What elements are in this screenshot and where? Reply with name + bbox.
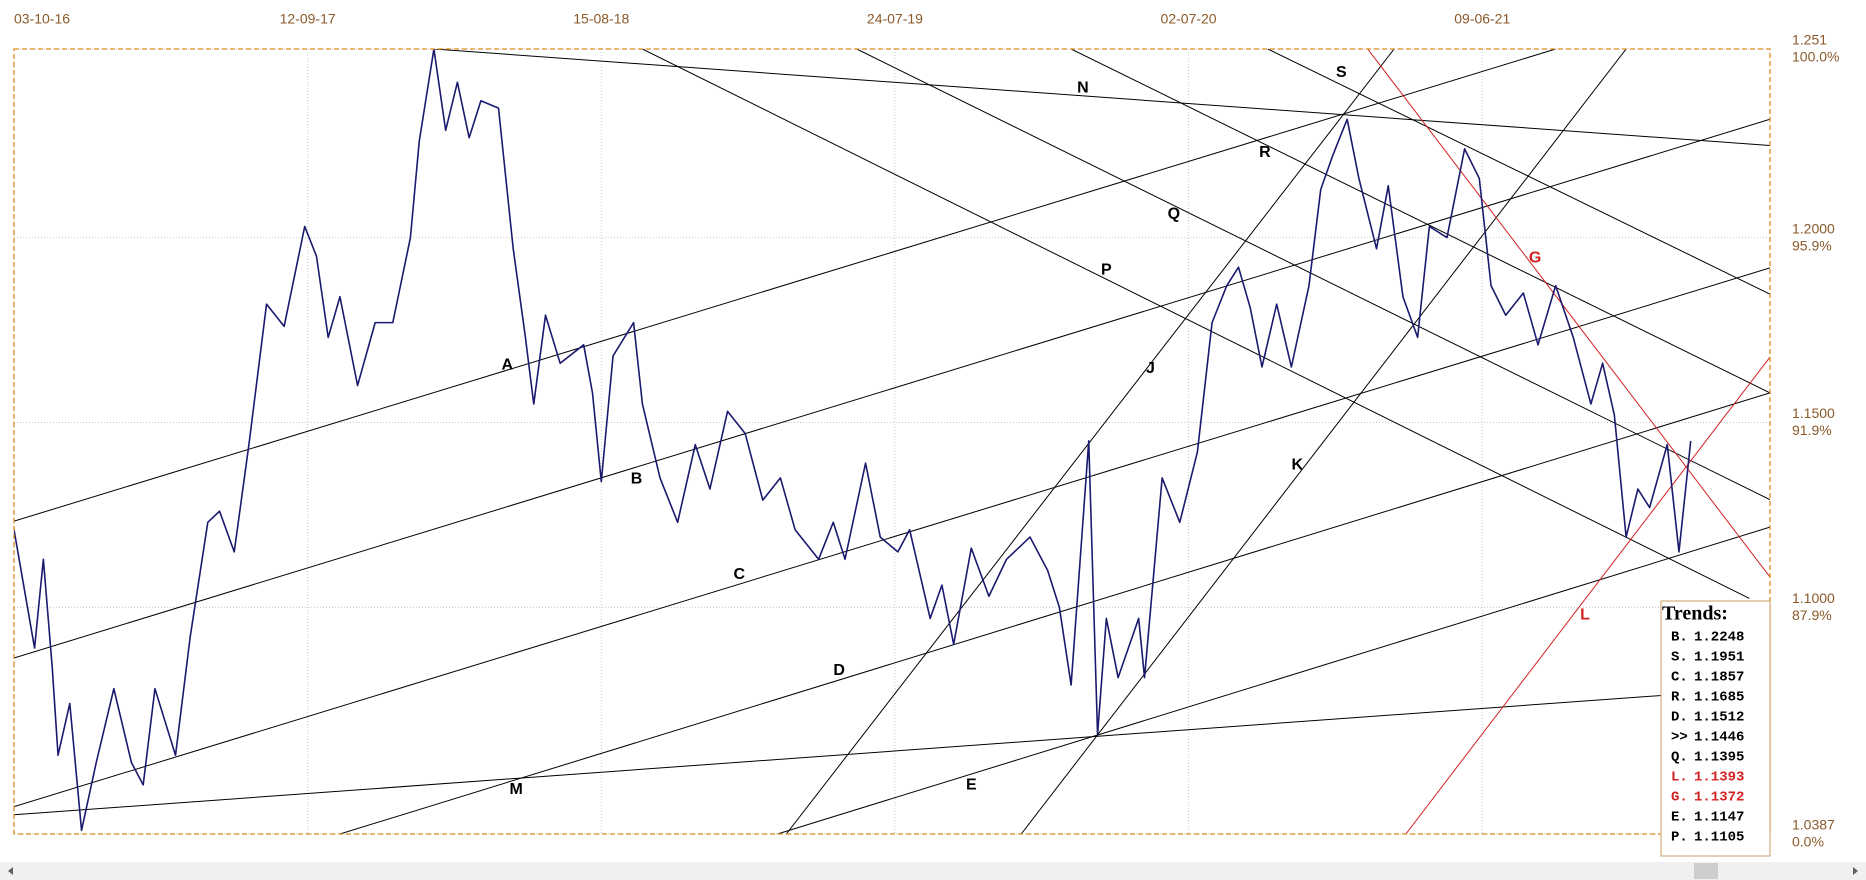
trend-row-label: S.	[1671, 650, 1688, 666]
trend-row-label: D.	[1671, 710, 1688, 726]
trend-row-value: 1.1372	[1694, 790, 1744, 806]
y-percent-label: 100.0%	[1792, 49, 1839, 65]
x-tick-label: 09-06-21	[1454, 11, 1510, 27]
trend-row-value: 1.2248	[1694, 630, 1744, 646]
y-tick-label: 1.0387	[1792, 817, 1835, 833]
trendline-label: Q	[1168, 206, 1180, 223]
grid	[13, 48, 1770, 835]
trends-box: Trends: B. 1.2248 S. 1.1951 C. 1.1857 R. 1.1685…	[1660, 600, 1771, 857]
plot-border	[13, 48, 1771, 835]
trend-row-label: C.	[1671, 670, 1688, 686]
trend-row-value: 1.1105	[1694, 830, 1744, 846]
trendline-label: E	[966, 776, 977, 793]
trend-row-value: 1.1857	[1694, 670, 1744, 686]
trendlines	[14, 49, 1770, 834]
labels: 03-10-16 12-09-17 15-08-18 24-07-19 02-07-20…	[14, 11, 1839, 850]
trends-title: Trends:	[1662, 603, 1728, 625]
scrollbar[interactable]	[0, 862, 1866, 880]
trend-row-value: 1.1685	[1694, 690, 1744, 706]
y-tick-label: 1.1500	[1792, 405, 1835, 421]
trendline	[14, 267, 1770, 808]
trend-row-label: B.	[1671, 630, 1688, 646]
trendline-label: J	[1146, 360, 1155, 377]
trend-row-label: Q.	[1671, 750, 1688, 766]
trendline	[642, 49, 1750, 599]
trendline	[1020, 49, 1627, 834]
trendline-label: R	[1259, 144, 1271, 161]
trendline	[856, 49, 1770, 501]
trendline-label: N	[1077, 79, 1089, 96]
trendline-label: L	[1580, 606, 1590, 623]
y-tick-label: 1.2000	[1792, 220, 1835, 236]
trendline-label: G	[1529, 250, 1541, 267]
trendline	[339, 392, 1770, 834]
trendline-label: C	[734, 566, 746, 583]
trend-row-label: P.	[1671, 830, 1688, 846]
trend-row-value: 1.1512	[1694, 710, 1744, 726]
y-percent-label: 95.9%	[1792, 237, 1832, 253]
trendline	[14, 118, 1770, 659]
trend-row-value: 1.1147	[1694, 810, 1744, 826]
x-tick-label: 02-07-20	[1161, 11, 1217, 27]
trendline-label: P	[1101, 261, 1112, 278]
scroll-left[interactable]	[8, 867, 13, 875]
trendline	[777, 526, 1770, 834]
trendline	[785, 49, 1395, 834]
trend-row-value: 1.1393	[1694, 770, 1744, 786]
price-line	[14, 49, 1692, 832]
trendline-label: S	[1336, 64, 1347, 81]
y-tick-label: 1.1000	[1792, 590, 1835, 606]
trendline	[1267, 49, 1770, 295]
trendline-label: K	[1291, 457, 1303, 474]
x-tick-label: 12-09-17	[280, 11, 336, 27]
y-percent-label: 0.0%	[1792, 834, 1824, 850]
trends-box-frame	[1660, 600, 1771, 857]
trendline	[1367, 49, 1770, 578]
y-percent-label: 87.9%	[1792, 607, 1832, 623]
trendline-label: B	[631, 471, 643, 488]
trend-row-value: 1.1951	[1694, 650, 1744, 666]
trendline-label: A	[502, 357, 514, 374]
trend-row-value: 1.1446	[1694, 730, 1744, 746]
trend-row-label: L.	[1671, 770, 1688, 786]
scroll-thumb[interactable]	[1694, 863, 1718, 879]
trend-row-value: 1.1395	[1694, 750, 1744, 766]
trendline	[1070, 49, 1770, 394]
x-tick-label: 15-08-18	[573, 11, 629, 27]
trendline	[433, 49, 1770, 147]
scrollbar-track	[0, 862, 1866, 880]
x-tick-label: 24-07-19	[867, 11, 923, 27]
trend-row-label: E.	[1671, 810, 1688, 826]
trend-row-label: >>	[1671, 730, 1688, 746]
trendline	[1405, 356, 1770, 834]
trend-row-label: R.	[1671, 690, 1688, 706]
trendline	[14, 49, 1556, 522]
trendline	[14, 687, 1770, 816]
x-tick-label: 03-10-16	[14, 11, 70, 27]
y-tick-label: 1.251	[1792, 32, 1827, 48]
trend-row-label: G.	[1671, 790, 1688, 806]
trendline-label: M	[509, 781, 522, 798]
y-percent-label: 91.9%	[1792, 422, 1832, 438]
scroll-right[interactable]	[1853, 867, 1858, 875]
trendline-label: D	[833, 662, 845, 679]
